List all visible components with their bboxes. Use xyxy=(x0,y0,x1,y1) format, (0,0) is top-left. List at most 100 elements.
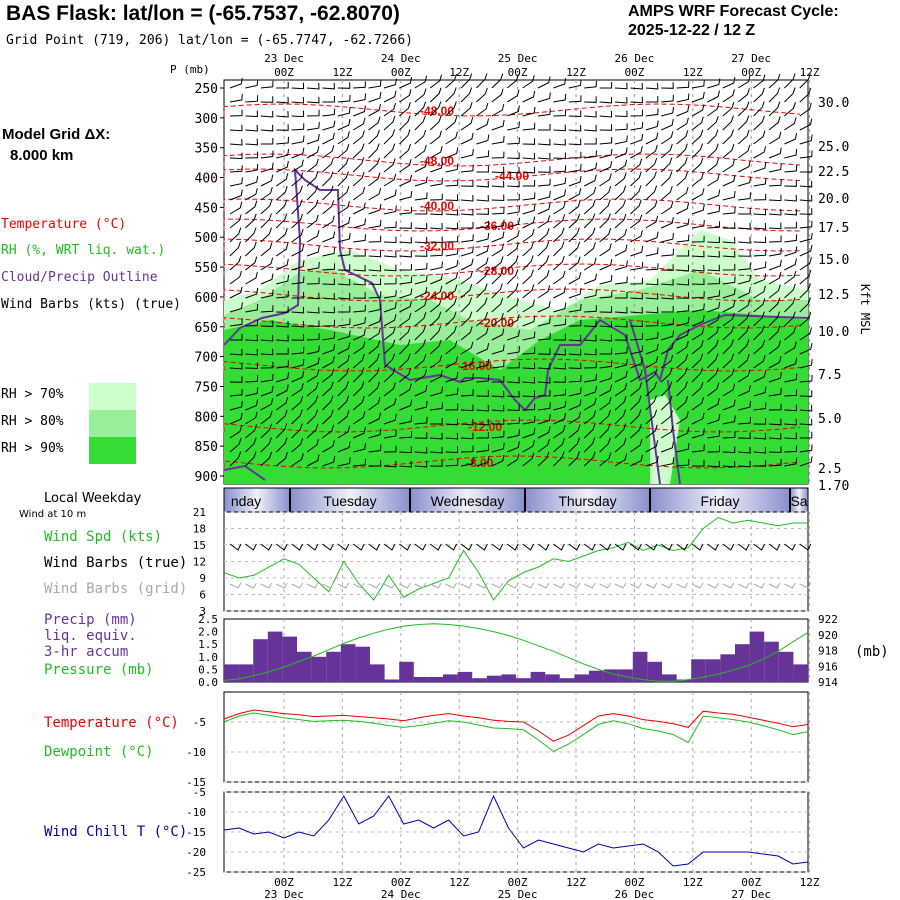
wind-barb xyxy=(614,82,628,90)
wind-chill-label: Wind Chill T (°C) xyxy=(44,824,187,840)
wind-barb xyxy=(260,289,274,299)
wind-barb xyxy=(353,93,367,103)
wind-barb xyxy=(229,189,243,201)
wind-barb-10m xyxy=(630,543,642,551)
weekday-label: Wednesday xyxy=(431,493,505,509)
wind-barb xyxy=(768,432,782,440)
wind-barb xyxy=(537,190,551,201)
wind-barb xyxy=(291,334,305,341)
wind-barb xyxy=(661,278,674,286)
wind-barb xyxy=(275,396,289,411)
wind-barb xyxy=(553,451,565,467)
wind-barb xyxy=(491,180,505,188)
wind-barb-grid xyxy=(414,582,427,589)
wind-barb xyxy=(476,232,490,243)
wind-barb xyxy=(630,133,644,145)
wind-barb xyxy=(368,291,382,299)
wind-barb xyxy=(784,102,796,117)
wind-barb xyxy=(245,164,259,173)
wind-barb xyxy=(738,432,751,439)
wind-barb xyxy=(691,116,704,131)
wind-barb xyxy=(630,454,643,467)
wind-barb-grid xyxy=(799,582,812,589)
wind-barb xyxy=(306,109,320,117)
wind-barb xyxy=(707,221,721,229)
wind-barb xyxy=(784,341,797,355)
wind-barb xyxy=(645,319,659,327)
wind-barb xyxy=(784,326,797,341)
wind-barb xyxy=(430,261,443,271)
wind-barb xyxy=(691,303,705,313)
precip-bar xyxy=(355,646,370,682)
wind-barb xyxy=(753,101,765,117)
wind-barb-grid xyxy=(368,582,381,589)
wind-barb xyxy=(229,77,243,89)
wind-barb xyxy=(599,347,613,355)
wind-barb xyxy=(676,143,688,159)
wind-barb-10m xyxy=(599,543,612,551)
wind-barb xyxy=(522,452,535,467)
wind-barb xyxy=(383,115,396,131)
wind-barb xyxy=(630,82,643,90)
wind-barb xyxy=(399,460,412,468)
wind-barb xyxy=(537,270,550,285)
wind-barb xyxy=(738,192,751,201)
wind-barb xyxy=(491,207,505,215)
wind-barb xyxy=(522,427,536,439)
wind-barb xyxy=(599,186,612,201)
wind-barb xyxy=(460,234,474,243)
top-time-label: 12Z xyxy=(683,66,703,79)
wind-barbs-true-label: Wind Barbs (true) xyxy=(44,555,187,571)
wind-barb xyxy=(737,144,751,159)
wind-barb xyxy=(630,369,643,383)
wind-barb xyxy=(491,312,504,327)
wind-barb-10m xyxy=(660,543,673,551)
wind-barb xyxy=(660,119,674,131)
wind-barb xyxy=(630,146,643,159)
wind-barb-grid xyxy=(352,582,365,589)
wind-barb xyxy=(737,129,750,145)
wind-barb xyxy=(691,172,704,187)
wind-barb xyxy=(568,375,582,383)
wind-barb xyxy=(383,289,397,299)
wind-barb xyxy=(661,292,674,300)
wind-barb xyxy=(599,173,612,187)
wind-barb xyxy=(322,263,336,271)
wind-barb xyxy=(476,208,489,215)
wind-barb xyxy=(491,454,505,467)
wind-barb xyxy=(229,388,243,397)
legend-rh70-swatch xyxy=(89,383,136,410)
wind-barb xyxy=(645,409,658,425)
wind-barb xyxy=(537,228,550,243)
wind-barb xyxy=(322,424,335,439)
wind-barb xyxy=(738,236,751,244)
wind-barb xyxy=(553,227,565,243)
weekday-band xyxy=(290,488,410,512)
wind-barb xyxy=(568,362,582,370)
wind-barb xyxy=(691,278,705,286)
wind-barb xyxy=(260,213,272,229)
wind-barb xyxy=(753,402,767,411)
pressure-tick-label: 350 xyxy=(195,142,218,157)
wind-barb xyxy=(430,460,443,467)
wind-barb xyxy=(399,288,413,299)
wind-barb xyxy=(260,373,274,383)
wind-barb xyxy=(322,456,336,467)
wind-barb xyxy=(614,383,628,397)
wind-barb xyxy=(630,333,644,341)
wind-barb xyxy=(768,247,782,257)
wind-barb xyxy=(753,285,766,299)
wind-barb xyxy=(599,259,613,271)
wind-barb xyxy=(306,277,320,285)
wind-barb xyxy=(337,457,351,467)
wind-barb xyxy=(768,73,781,89)
wind-barb xyxy=(537,438,550,453)
wind-barb xyxy=(599,148,613,159)
wind-barb xyxy=(445,387,459,397)
wind-barb xyxy=(260,199,273,215)
wind-barb xyxy=(276,334,289,342)
wind-barb xyxy=(660,201,674,215)
wind-barb xyxy=(245,200,258,215)
wind-barb xyxy=(568,424,581,439)
wind-barb xyxy=(553,400,567,411)
